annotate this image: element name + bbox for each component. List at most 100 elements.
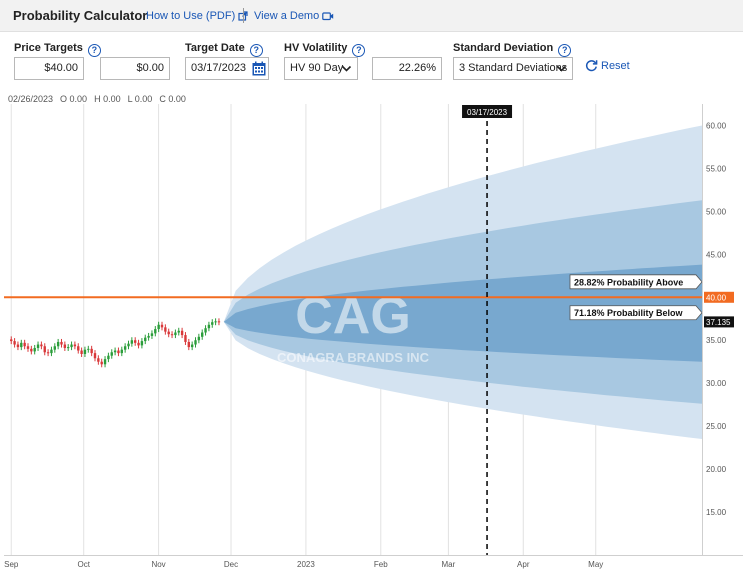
price-candle — [197, 333, 201, 344]
current-price-badge-label: 37.135 — [706, 318, 731, 327]
candle-body — [16, 344, 20, 348]
price-candle — [33, 344, 36, 355]
x-tick-label: May — [588, 560, 603, 569]
price-targets-label: Price Targets? — [14, 42, 101, 57]
price-candle — [120, 346, 124, 357]
price-candle — [160, 321, 164, 331]
price-candle — [127, 340, 130, 350]
price-candle — [80, 347, 83, 357]
price-candle — [97, 355, 100, 365]
ohlc-high: H 0.00 — [94, 94, 121, 104]
candle-body — [130, 340, 134, 344]
price-candle — [167, 328, 170, 338]
price-candle — [140, 338, 144, 349]
candle-body — [13, 341, 16, 345]
help-icon[interactable]: ? — [87, 44, 101, 57]
candle-body — [60, 341, 63, 345]
price-candle — [30, 345, 33, 355]
candle-body — [160, 324, 164, 328]
candle-body — [83, 349, 87, 354]
ohlc-readout: 02/26/2023 O 0.00 H 0.00 L 0.00 C 0.00 — [8, 94, 193, 104]
price-candle — [83, 346, 87, 357]
price-candle — [50, 346, 53, 357]
candle-body — [170, 334, 174, 336]
probability-below-label: 71.18% Probability Below — [574, 308, 684, 318]
price-candle — [60, 338, 63, 348]
price-candle — [204, 325, 207, 336]
candle-body — [187, 341, 191, 348]
x-tick-label: Mar — [442, 560, 456, 569]
candle-body — [63, 344, 67, 348]
price-candle — [40, 341, 43, 350]
candle-body — [97, 358, 100, 362]
hv-period-select[interactable]: HV 90 Day — [284, 57, 358, 80]
y-tick-label: 30.00 — [706, 379, 727, 388]
price-candle — [217, 318, 221, 326]
how-to-use-link[interactable]: How to Use (PDF) — [146, 10, 248, 22]
reset-button[interactable]: Reset — [585, 59, 630, 72]
price-candle — [70, 341, 73, 351]
price-candle — [211, 319, 214, 328]
help-icon[interactable]: ? — [558, 44, 572, 57]
price-candle — [144, 334, 147, 345]
refresh-icon — [585, 60, 598, 72]
watermark-symbol: CAG — [295, 287, 411, 345]
probability-chart[interactable]: CAG CONAGRA BRANDS INC 03/17/2023 28.82% Pr… — [0, 104, 743, 575]
y-tick-label: 60.00 — [706, 121, 727, 130]
price-candle — [214, 318, 217, 326]
candle-body — [100, 361, 103, 365]
candle-body — [50, 349, 53, 354]
hv-value-input[interactable]: 22.26% — [372, 57, 442, 80]
std-dev-select[interactable]: 3 Standard Deviations — [453, 57, 573, 80]
help-icon[interactable]: ? — [352, 44, 366, 57]
price-candle — [90, 345, 93, 357]
title-bar: Probability Calculator How to Use (PDF) … — [0, 0, 743, 32]
x-tick-label: Sep — [4, 560, 19, 569]
target-date-input[interactable]: 03/17/2023 — [185, 57, 269, 80]
price-candle — [147, 332, 150, 341]
x-tick-label: Dec — [224, 560, 238, 569]
y-tick-label: 50.00 — [706, 207, 727, 216]
price-candle — [63, 341, 67, 351]
chevron-down-icon — [341, 65, 352, 72]
ohlc-open: O 0.00 — [60, 94, 88, 104]
ohlc-date: 02/26/2023 — [8, 94, 54, 104]
target-date-label: Target Date? — [185, 42, 263, 57]
candle-body — [20, 342, 23, 348]
price-candle — [154, 326, 157, 337]
price-candle — [207, 321, 211, 332]
price-target-2-input[interactable]: $0.00 — [100, 57, 170, 80]
view-demo-link[interactable]: View a Demo — [254, 10, 334, 22]
price-candle — [150, 330, 154, 339]
hv-volatility-label: HV Volatility? — [284, 42, 366, 57]
chevron-down-icon — [556, 65, 567, 72]
y-tick-label: 15.00 — [706, 508, 727, 517]
y-tick-label: 45.00 — [706, 250, 727, 259]
price-candle — [137, 339, 140, 349]
candle-body — [194, 340, 197, 345]
candle-body — [204, 328, 207, 333]
candle-body — [113, 350, 117, 353]
price-candle — [100, 358, 103, 368]
calendar-icon[interactable] — [252, 61, 266, 76]
price-candle — [117, 347, 120, 357]
candle-body — [120, 349, 124, 354]
candle-body — [190, 344, 194, 348]
candle-body — [214, 321, 217, 323]
price-candle — [170, 331, 174, 339]
price-target-1-input[interactable]: $40.00 — [14, 57, 84, 80]
x-tick-label: Oct — [77, 560, 90, 569]
price-candle — [177, 327, 180, 336]
candle-body — [211, 322, 214, 325]
price-candle — [36, 341, 40, 351]
price-candle — [194, 337, 197, 348]
price-candle — [46, 349, 50, 357]
price-candle — [164, 324, 167, 335]
candle-body — [123, 346, 127, 350]
price-candle — [16, 341, 20, 351]
candle-body — [157, 324, 160, 330]
price-candle — [43, 343, 46, 356]
help-icon[interactable]: ? — [249, 44, 263, 57]
video-camera-icon — [322, 12, 334, 21]
candle-body — [73, 344, 77, 347]
